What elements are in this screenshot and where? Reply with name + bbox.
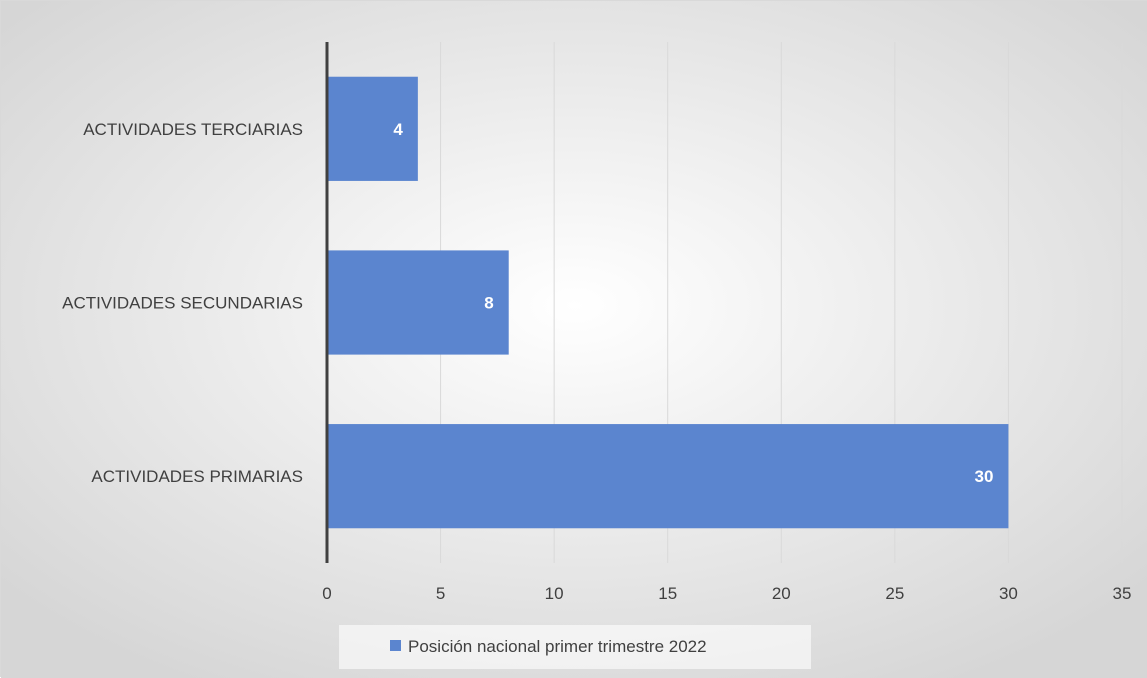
x-tick-label: 15 bbox=[658, 584, 677, 603]
x-tick-label: 5 bbox=[436, 584, 445, 603]
bar bbox=[327, 76, 418, 181]
category-label: ACTIVIDADES SECUNDARIAS bbox=[62, 294, 303, 313]
category-label: ACTIVIDADES TERCIARIAS bbox=[83, 120, 303, 139]
bar-data-label: 30 bbox=[975, 467, 994, 486]
bar bbox=[327, 250, 509, 355]
legend: Posición nacional primer trimestre 2022 bbox=[339, 625, 811, 669]
x-tick-label: 35 bbox=[1113, 584, 1132, 603]
gridlines bbox=[440, 42, 1123, 563]
legend-background bbox=[339, 625, 811, 669]
x-tick-label: 30 bbox=[999, 584, 1018, 603]
legend-label: Posición nacional primer trimestre 2022 bbox=[408, 637, 707, 656]
bar-data-label: 4 bbox=[393, 120, 403, 139]
x-tick-label: 10 bbox=[545, 584, 564, 603]
bars bbox=[327, 76, 1009, 529]
x-tick-label: 20 bbox=[772, 584, 791, 603]
bar bbox=[327, 424, 1009, 529]
x-tick-label: 25 bbox=[885, 584, 904, 603]
bar-data-label: 8 bbox=[484, 294, 493, 313]
category-label: ACTIVIDADES PRIMARIAS bbox=[91, 467, 303, 486]
labels: 0 5 10 15 20 25 30 35 30 ACTIVIDADES PRIMARIAS 8 AC… bbox=[62, 120, 1131, 603]
legend-swatch bbox=[390, 640, 401, 651]
x-tick-label: 0 bbox=[322, 584, 331, 603]
